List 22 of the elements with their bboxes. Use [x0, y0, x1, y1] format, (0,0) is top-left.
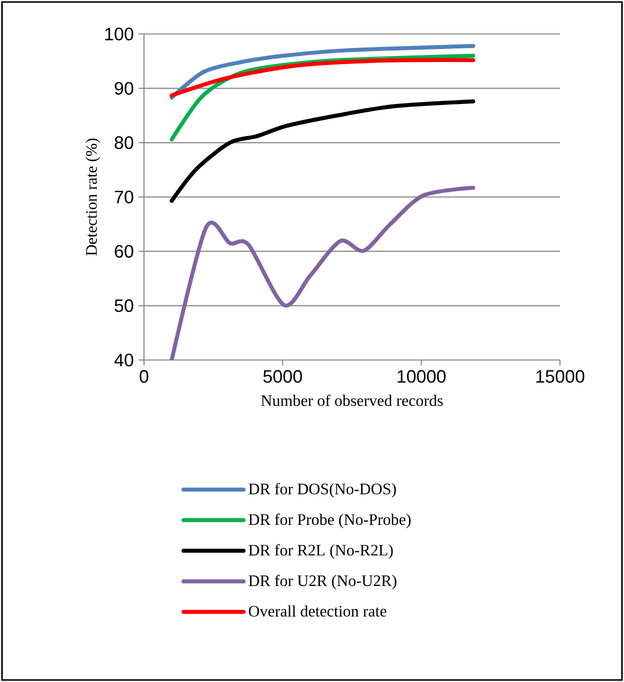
y-tick-label: 40 — [114, 354, 134, 366]
y-tick-label: 90 — [114, 82, 134, 95]
line-series — [170, 99, 476, 203]
x-tick-label: 5000 — [263, 370, 302, 383]
x-tick-label: 10000 — [398, 370, 446, 383]
y-tick-label: 60 — [114, 244, 134, 258]
x-tick-label: 15000 — [536, 370, 584, 383]
y-tick-label: 70 — [114, 190, 134, 204]
y-tick-label: 50 — [114, 299, 134, 312]
legend-label: DR for DOS(No-DOS) — [248, 482, 396, 498]
x-axis-title: Number of observed records — [261, 394, 443, 406]
line-series — [170, 58, 476, 98]
legend-label: DR for R2L (No-R2L) — [248, 544, 393, 559]
legend-label: Overall detection rate — [248, 605, 386, 617]
legend-label: DR for Probe (No-Probe) — [248, 514, 411, 528]
legend-label: DR for U2R (No-U2R) — [248, 574, 396, 590]
y-axis-title: Detection rate (%) — [86, 138, 100, 256]
y-tick-label: 80 — [114, 136, 134, 150]
x-tick-label: 0 — [140, 370, 148, 383]
line-series — [170, 44, 476, 100]
line-series — [170, 186, 476, 360]
y-tick-label: 100 — [105, 28, 134, 40]
